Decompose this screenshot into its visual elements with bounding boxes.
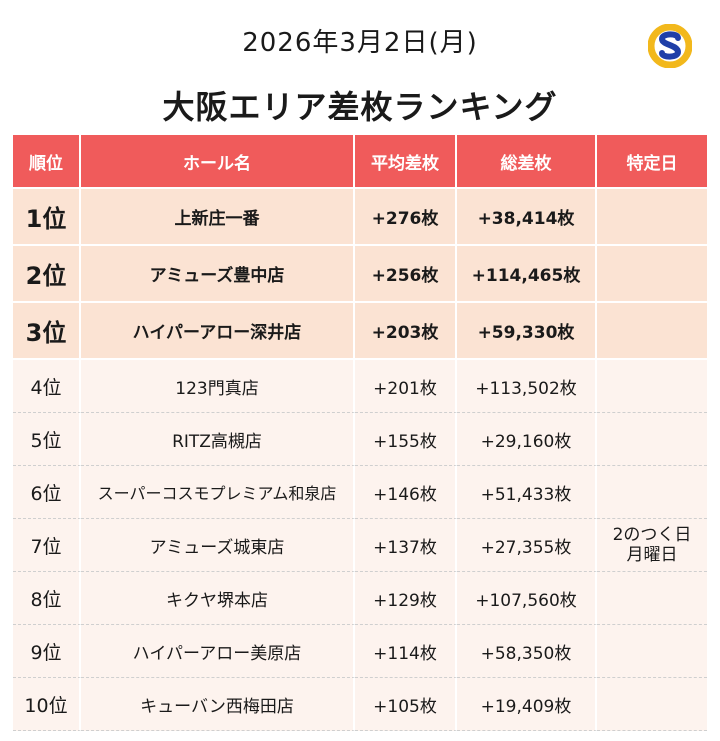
header-rank: 順位: [13, 135, 81, 189]
header-hall: ホール名: [81, 135, 355, 189]
special-cell: [597, 189, 707, 246]
total-cell: +59,330枚: [457, 303, 597, 360]
total-cell: +29,160枚: [457, 413, 597, 466]
total-cell: +114,465枚: [457, 246, 597, 303]
hall-cell: アミューズ城東店: [81, 519, 355, 572]
table-row: 9位 ハイパーアロー美原店 +114枚 +58,350枚: [13, 625, 707, 678]
special-cell: [597, 413, 707, 466]
special-cell: [597, 466, 707, 519]
page-date: 2026年3月2日(月): [242, 28, 478, 58]
special-cell: [597, 625, 707, 678]
rank-cell: 7位: [13, 519, 81, 572]
hall-cell: RITZ高槻店: [81, 413, 355, 466]
total-cell: +58,350枚: [457, 625, 597, 678]
total-cell: +27,355枚: [457, 519, 597, 572]
rank-cell: 9位: [13, 625, 81, 678]
hall-cell: ハイパーアロー美原店: [81, 625, 355, 678]
special-cell: 2のつく日 月曜日: [597, 519, 707, 572]
table-row: 1位 上新庄一番 +276枚 +38,414枚: [13, 189, 707, 246]
rank-cell: 4位: [13, 360, 81, 413]
rank-cell: 5位: [13, 413, 81, 466]
table-row: 8位 キクヤ堺本店 +129枚 +107,560枚: [13, 572, 707, 625]
total-cell: +19,409枚: [457, 678, 597, 731]
header-avg: 平均差枚: [355, 135, 457, 189]
rank-cell: 6位: [13, 466, 81, 519]
rank-cell: 3位: [13, 303, 81, 360]
special-cell: [597, 678, 707, 731]
table-row: 4位 123門真店 +201枚 +113,502枚: [13, 360, 707, 413]
avg-cell: +276枚: [355, 189, 457, 246]
avg-cell: +114枚: [355, 625, 457, 678]
hall-cell: ハイパーアロー深井店: [81, 303, 355, 360]
rank-cell: 8位: [13, 572, 81, 625]
avg-cell: +105枚: [355, 678, 457, 731]
ranking-table: 順位 ホール名 平均差枚 総差枚 特定日 1位 上新庄一番 +276枚 +38,…: [13, 135, 707, 731]
table-row: 5位 RITZ高槻店 +155枚 +29,160枚: [13, 413, 707, 466]
table-row: 7位 アミューズ城東店 +137枚 +27,355枚 2のつく日 月曜日: [13, 519, 707, 572]
special-day-line: 2のつく日: [612, 525, 692, 545]
avg-cell: +201枚: [355, 360, 457, 413]
rank-cell: 10位: [13, 678, 81, 731]
total-cell: +107,560枚: [457, 572, 597, 625]
avg-cell: +129枚: [355, 572, 457, 625]
total-cell: +38,414枚: [457, 189, 597, 246]
hall-cell: 上新庄一番: [81, 189, 355, 246]
table-row: 10位 キューバン西梅田店 +105枚 +19,409枚: [13, 678, 707, 731]
special-day-line: 月曜日: [626, 545, 678, 565]
avg-cell: +146枚: [355, 466, 457, 519]
special-cell: [597, 303, 707, 360]
avg-cell: +203枚: [355, 303, 457, 360]
rank-cell: 1位: [13, 189, 81, 246]
avg-cell: +155枚: [355, 413, 457, 466]
s-logo-icon: [648, 24, 692, 68]
table-row: 3位 ハイパーアロー深井店 +203枚 +59,330枚: [13, 303, 707, 360]
hall-cell: 123門真店: [81, 360, 355, 413]
total-cell: +51,433枚: [457, 466, 597, 519]
hall-cell: キクヤ堺本店: [81, 572, 355, 625]
special-cell: [597, 572, 707, 625]
hall-cell: キューバン西梅田店: [81, 678, 355, 731]
avg-cell: +256枚: [355, 246, 457, 303]
page-title: 大阪エリア差枚ランキング: [162, 88, 558, 126]
special-cell: [597, 246, 707, 303]
avg-cell: +137枚: [355, 519, 457, 572]
rank-cell: 2位: [13, 246, 81, 303]
special-cell: [597, 360, 707, 413]
table-row: 2位 アミューズ豊中店 +256枚 +114,465枚: [13, 246, 707, 303]
hall-cell: アミューズ豊中店: [81, 246, 355, 303]
table-row: 6位 スーパーコスモプレミアム和泉店 +146枚 +51,433枚: [13, 466, 707, 519]
header-total: 総差枚: [457, 135, 597, 189]
header-special: 特定日: [597, 135, 707, 189]
total-cell: +113,502枚: [457, 360, 597, 413]
hall-cell: スーパーコスモプレミアム和泉店: [81, 466, 355, 519]
table-header-row: 順位 ホール名 平均差枚 総差枚 特定日: [13, 135, 707, 189]
